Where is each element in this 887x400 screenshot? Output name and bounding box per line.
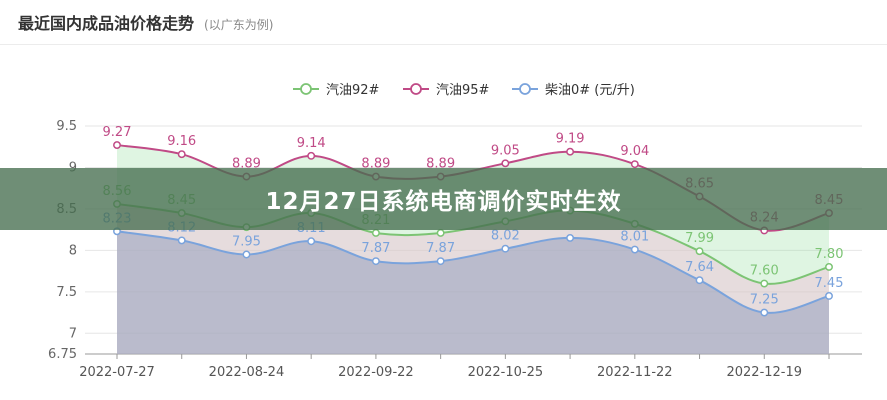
x-tick-label: 2022-09-22	[338, 365, 414, 380]
y-tick-label: 9.5	[56, 119, 77, 134]
data-label: 8.89	[361, 157, 390, 172]
data-label: 7.25	[750, 293, 779, 308]
data-point	[825, 292, 833, 300]
data-point	[436, 229, 445, 237]
series-line	[116, 230, 830, 314]
data-point	[630, 160, 639, 169]
data-label: 7.95	[232, 235, 261, 250]
data-label: 7.80	[815, 247, 844, 262]
data-point	[242, 250, 251, 259]
header: 最近国内成品油价格走势 (以广东为例)	[18, 10, 273, 38]
y-tick-label: 7.5	[56, 285, 77, 300]
legend-swatch-marker	[300, 83, 312, 95]
data-label: 8.02	[491, 229, 520, 244]
data-point	[177, 236, 186, 245]
data-point	[825, 262, 833, 271]
data-point	[630, 245, 639, 254]
y-tick-label: 6.75	[48, 347, 77, 362]
data-point	[307, 151, 316, 160]
data-point	[760, 279, 769, 288]
notice-banner: 12月27日系统电商调价实时生效	[0, 168, 887, 230]
data-label: 9.05	[491, 143, 520, 158]
data-label: 7.99	[685, 231, 714, 246]
data-label: 9.27	[103, 125, 132, 140]
data-label: 7.64	[685, 260, 714, 275]
data-label: 7.87	[361, 241, 390, 256]
data-point	[566, 233, 575, 242]
y-tick-label: 9	[69, 160, 77, 175]
y-tick-label: 7	[69, 326, 77, 341]
data-point	[113, 141, 121, 150]
x-tick-label: 2022-10-25	[468, 365, 544, 380]
data-label: 9.14	[297, 136, 326, 151]
x-tick-label: 2022-08-24	[209, 365, 285, 380]
data-point	[760, 308, 769, 317]
legend-swatch-marker	[410, 83, 422, 95]
banner-text: 12月27日系统电商调价实时生效	[265, 189, 622, 215]
data-label: 7.87	[426, 241, 455, 256]
data-label: 7.60	[750, 264, 779, 279]
x-tick-label: 2022-07-27	[79, 365, 155, 380]
data-label: 8.89	[426, 157, 455, 172]
data-point	[371, 257, 380, 266]
data-label: 8.01	[620, 230, 649, 245]
data-point	[177, 150, 186, 159]
data-label: 9.19	[556, 132, 585, 147]
x-tick-label: 2022-11-22	[597, 365, 673, 380]
data-point	[695, 247, 704, 256]
series-area	[117, 231, 829, 354]
data-point	[307, 237, 316, 246]
data-label: 8.89	[232, 157, 261, 172]
chart-subtitle: (以广东为例)	[204, 18, 274, 32]
data-point	[695, 276, 704, 285]
data-point	[501, 244, 510, 253]
data-point	[566, 147, 575, 156]
data-label: 9.04	[620, 144, 649, 159]
data-point	[436, 257, 445, 266]
y-tick-label: 8	[69, 243, 77, 258]
data-label: 7.45	[815, 276, 844, 291]
data-point	[371, 229, 380, 237]
header-divider	[0, 44, 887, 45]
legend-swatch-marker	[519, 83, 531, 95]
chart-title: 最近国内成品油价格走势	[18, 14, 195, 33]
x-tick-label: 2022-12-19	[726, 365, 802, 380]
data-point	[501, 159, 510, 168]
legend-label: 汽油95#	[436, 83, 489, 98]
legend-label: 汽油92#	[326, 83, 379, 98]
legend-label: 柴油0# (元/升)	[545, 83, 635, 98]
data-label: 9.16	[167, 134, 196, 149]
